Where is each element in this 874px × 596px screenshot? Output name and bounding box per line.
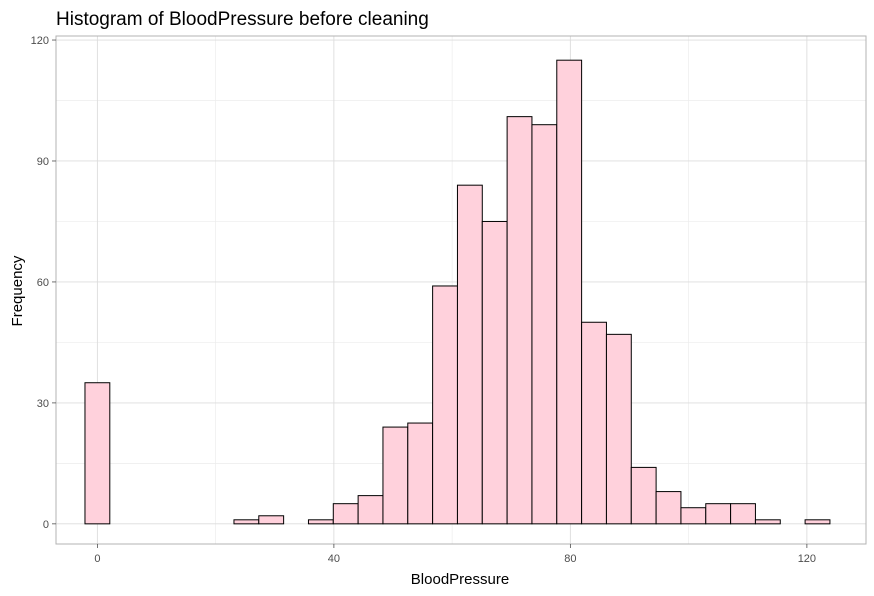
y-tick-label: 60: [37, 277, 49, 289]
chart-title: Histogram of BloodPressure before cleani…: [56, 9, 429, 30]
histogram-bar: [258, 515, 285, 525]
histogram-bar: [382, 426, 409, 525]
histogram-bar: [332, 503, 359, 525]
histogram-bar: [481, 220, 508, 525]
y-tick-label: 120: [31, 35, 49, 47]
panel-border: [55, 35, 867, 545]
histogram-bar: [630, 466, 657, 525]
x-tick-label: 40: [328, 553, 340, 565]
histogram-bar: [754, 519, 781, 525]
histogram-bar: [531, 124, 558, 525]
x-tick-label: 120: [798, 553, 816, 565]
histogram-bar: [407, 422, 434, 525]
histogram-bar: [680, 507, 707, 525]
histogram-bar: [432, 285, 458, 525]
histogram-bar: [655, 491, 682, 525]
histogram-bar: [233, 519, 260, 525]
y-tick-label: 30: [37, 398, 49, 410]
histogram-bar: [307, 519, 334, 525]
y-axis-tick-labels: 0 30 60 90 120: [31, 35, 49, 531]
histogram-bar: [581, 321, 607, 525]
histogram-bar: [357, 495, 384, 525]
y-tick-label: 0: [43, 519, 49, 531]
histogram-bar: [605, 333, 632, 525]
y-axis-title: Frequency: [9, 255, 26, 326]
histogram-bar: [730, 503, 756, 525]
histogram-bar: [84, 382, 111, 525]
x-tick-label: 80: [564, 553, 576, 565]
x-axis-tick-labels: 0 40 80 120: [94, 553, 816, 565]
x-tick-label: 0: [94, 553, 100, 565]
x-axis-title: BloodPressure: [411, 571, 509, 588]
histogram-bar: [456, 184, 483, 525]
histogram-bar: [804, 519, 831, 525]
bars: [84, 59, 831, 525]
histogram-bar: [506, 116, 533, 525]
histogram-bar: [705, 503, 732, 525]
axis-ticks: [52, 39, 808, 548]
y-tick-label: 90: [37, 156, 49, 168]
histogram-bar: [556, 59, 583, 525]
